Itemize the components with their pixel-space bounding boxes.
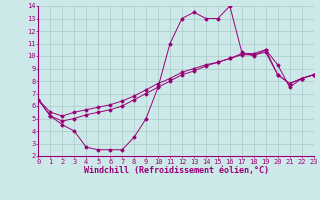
X-axis label: Windchill (Refroidissement éolien,°C): Windchill (Refroidissement éolien,°C) xyxy=(84,166,268,175)
